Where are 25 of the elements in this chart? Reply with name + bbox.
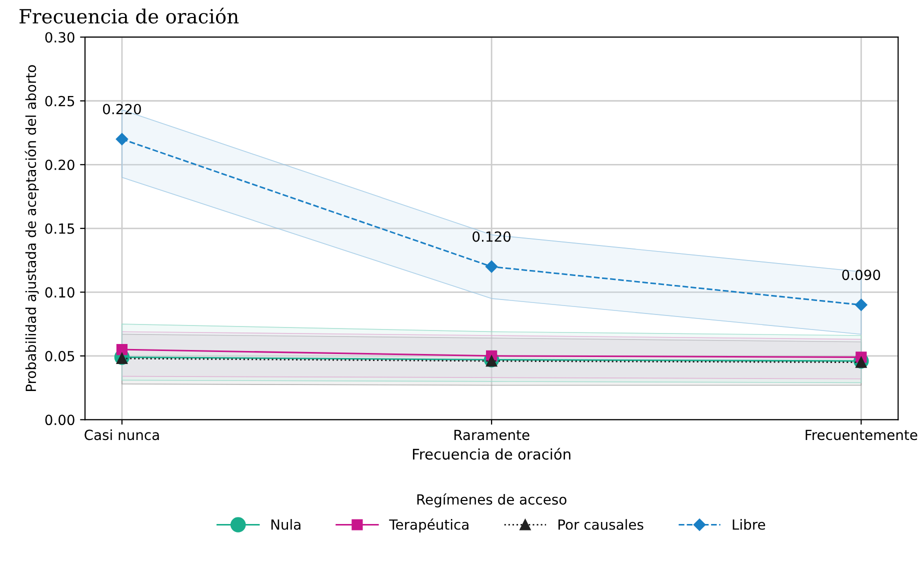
legend-label: Nula: [271, 519, 300, 530]
data-label: 0.090: [842, 270, 880, 280]
y-tick-label: 0.25: [45, 96, 74, 106]
legend-label: Libre: [732, 519, 766, 530]
x-tick-label: Raramente: [454, 430, 530, 440]
legend-title: Regímenes de acceso: [417, 493, 566, 508]
legend-label: Terapéutica: [389, 518, 468, 532]
y-tick-label: 0.20: [45, 160, 74, 170]
legend-label: Por causales: [558, 519, 644, 530]
x-tick-label: Frecuentemente: [806, 430, 918, 440]
point: [116, 344, 128, 356]
data-label: 0.220: [103, 104, 141, 114]
y-tick-label: 0.10: [45, 287, 74, 298]
y-axis-title: Probabilidad ajustada de aceptación del aborto: [24, 65, 39, 392]
point: [855, 298, 868, 312]
data-label: 0.120: [472, 231, 511, 242]
point: [485, 260, 498, 273]
point: [116, 133, 128, 146]
x-tick-label: Casi nunca: [84, 429, 159, 440]
y-tick-label: 0.30: [45, 32, 74, 43]
y-tick-label: 0.15: [45, 223, 74, 234]
chart-title: Frecuencia de oración: [20, 8, 239, 24]
x-axis-title: Frecuencia de oración: [412, 448, 570, 460]
y-tick-label: 0.00: [45, 414, 74, 426]
y-tick-label: 0.05: [45, 350, 74, 362]
